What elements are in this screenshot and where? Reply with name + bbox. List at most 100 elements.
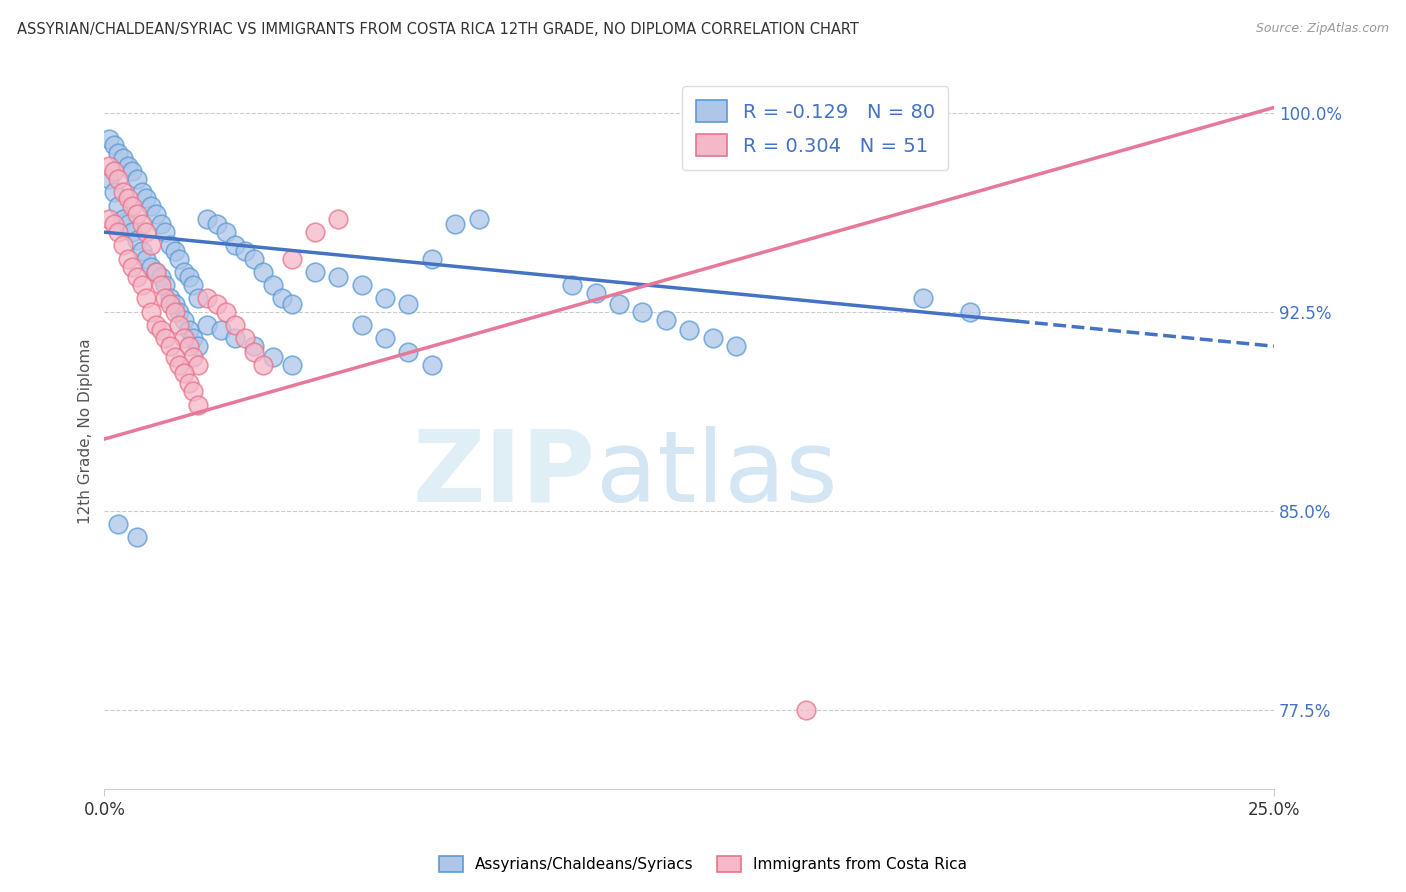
Point xyxy=(243,339,266,353)
Point xyxy=(631,304,654,318)
Point xyxy=(107,145,129,160)
Point xyxy=(167,252,190,266)
Point xyxy=(252,358,274,372)
Point xyxy=(149,278,172,293)
Point xyxy=(959,304,981,318)
Point xyxy=(187,398,209,412)
Point xyxy=(328,211,350,226)
Point xyxy=(195,292,218,306)
Point xyxy=(159,297,181,311)
Point xyxy=(271,292,294,306)
Point xyxy=(177,323,200,337)
Point xyxy=(262,350,284,364)
Point xyxy=(224,331,246,345)
Point xyxy=(561,278,583,293)
Point xyxy=(103,164,125,178)
Point xyxy=(328,270,350,285)
Point xyxy=(243,344,266,359)
Point xyxy=(702,331,724,345)
Point xyxy=(98,132,121,146)
Point xyxy=(153,278,176,293)
Point xyxy=(195,211,218,226)
Point xyxy=(167,358,190,372)
Point xyxy=(135,191,157,205)
Point xyxy=(585,286,607,301)
Point xyxy=(107,199,129,213)
Point xyxy=(131,186,153,200)
Point xyxy=(187,339,209,353)
Point xyxy=(127,206,149,220)
Point xyxy=(121,164,143,178)
Point xyxy=(181,350,204,364)
Point xyxy=(233,244,256,258)
Text: ASSYRIAN/CHALDEAN/SYRIAC VS IMMIGRANTS FROM COSTA RICA 12TH GRADE, NO DIPLOMA CO: ASSYRIAN/CHALDEAN/SYRIAC VS IMMIGRANTS F… xyxy=(17,22,859,37)
Point xyxy=(187,292,209,306)
Point xyxy=(280,358,302,372)
Point xyxy=(209,323,232,337)
Point xyxy=(205,217,228,231)
Point xyxy=(398,297,420,311)
Point xyxy=(177,376,200,391)
Point xyxy=(141,260,163,274)
Point xyxy=(117,159,139,173)
Point xyxy=(233,331,256,345)
Point xyxy=(167,304,190,318)
Point xyxy=(163,350,186,364)
Point xyxy=(145,265,167,279)
Point xyxy=(107,516,129,531)
Y-axis label: 12th Grade, No Diploma: 12th Grade, No Diploma xyxy=(79,338,93,524)
Point xyxy=(121,225,143,239)
Point xyxy=(103,186,125,200)
Point xyxy=(117,252,139,266)
Point xyxy=(141,304,163,318)
Point xyxy=(655,312,678,326)
Legend: R = -0.129   N = 80, R = 0.304   N = 51: R = -0.129 N = 80, R = 0.304 N = 51 xyxy=(682,87,949,170)
Point xyxy=(205,297,228,311)
Point xyxy=(163,244,186,258)
Point xyxy=(444,217,467,231)
Point xyxy=(215,304,238,318)
Point xyxy=(127,270,149,285)
Point xyxy=(350,278,373,293)
Text: atlas: atlas xyxy=(596,425,837,523)
Point xyxy=(153,331,176,345)
Point xyxy=(159,292,181,306)
Point xyxy=(912,292,935,306)
Point xyxy=(678,323,700,337)
Point xyxy=(280,297,302,311)
Point xyxy=(103,217,125,231)
Legend: Assyrians/Chaldeans/Syriacs, Immigrants from Costa Rica: Assyrians/Chaldeans/Syriacs, Immigrants … xyxy=(430,848,976,880)
Point xyxy=(195,318,218,332)
Point xyxy=(127,530,149,544)
Point xyxy=(215,225,238,239)
Point xyxy=(173,312,195,326)
Point xyxy=(98,159,121,173)
Point xyxy=(121,199,143,213)
Text: Source: ZipAtlas.com: Source: ZipAtlas.com xyxy=(1256,22,1389,36)
Point xyxy=(98,211,121,226)
Point xyxy=(420,252,443,266)
Point xyxy=(159,238,181,252)
Point xyxy=(181,384,204,399)
Point xyxy=(135,225,157,239)
Point xyxy=(177,270,200,285)
Point xyxy=(131,278,153,293)
Point xyxy=(350,318,373,332)
Point xyxy=(145,265,167,279)
Point xyxy=(173,331,195,345)
Point xyxy=(131,217,153,231)
Point xyxy=(181,331,204,345)
Point xyxy=(224,318,246,332)
Point xyxy=(112,186,135,200)
Point xyxy=(121,260,143,274)
Point xyxy=(117,217,139,231)
Point xyxy=(304,225,326,239)
Point xyxy=(135,292,157,306)
Point xyxy=(149,217,172,231)
Point xyxy=(117,191,139,205)
Point xyxy=(153,292,176,306)
Point xyxy=(173,366,195,380)
Point xyxy=(374,331,396,345)
Point xyxy=(280,252,302,266)
Point xyxy=(135,252,157,266)
